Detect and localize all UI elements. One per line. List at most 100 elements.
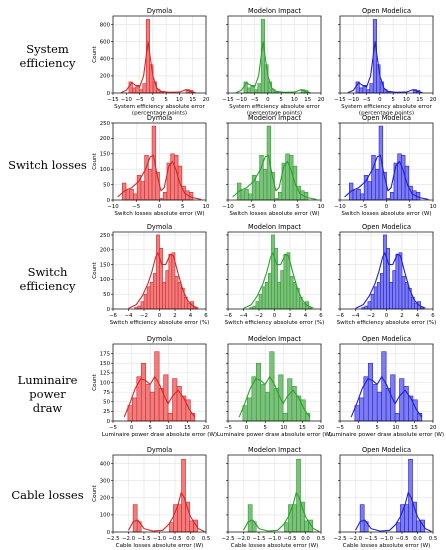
kde-line-r1-c1: [232, 154, 317, 200]
x-tick-label-r3-c0: 10: [165, 425, 172, 431]
bar-r0-c2-5: [372, 19, 377, 94]
bar-r1-c2-3: [360, 193, 365, 201]
x-tick-label-r4-c1: −1.5: [252, 536, 265, 542]
bar-r2-c2-6: [379, 273, 384, 310]
bar-r1-c0-2: [129, 188, 134, 201]
bar-r1-c2-5: [367, 181, 372, 201]
x-tick-label-r1-c0: 0: [158, 204, 162, 210]
x-tick-label-r0-c0: 0: [151, 97, 155, 103]
x-tick-label-r1-c0: −10: [107, 204, 119, 210]
bar-r3-c2-5: [376, 391, 382, 422]
bar-r3-c2-3: [367, 362, 374, 422]
x-axis-label-r4-c0: Cable losses absolute error (W): [116, 543, 204, 549]
bar-r2-c2-1: [364, 305, 369, 310]
x-tick-label-r3-c2: 5: [375, 425, 378, 431]
x-tick-label-r0-c1: −5: [251, 97, 259, 103]
bar-r2-c0-3: [143, 293, 148, 310]
x-tick-label-r4-c0: −0.5: [168, 536, 181, 542]
bar-r2-c2-14: [404, 282, 409, 310]
x-tick-label-r1-c1: 0: [273, 204, 277, 210]
kde-line-r2-c1: [243, 252, 314, 309]
x-tick-label-r0-c1: 0: [266, 97, 270, 103]
x-tick-label-r4-c0: −1.0: [153, 536, 167, 542]
bar-r3-c2-10: [399, 378, 405, 422]
y-tick-label-r2-c0: 150: [100, 262, 111, 268]
y-tick-label-r1-c0: 250: [100, 121, 111, 127]
kde-line-r1-c2: [344, 154, 429, 200]
bar-r0-c2-1: [359, 87, 364, 94]
bar-r3-c1-10: [287, 378, 293, 422]
bar-r2-c1-17: [302, 302, 306, 310]
bar-r2-c0-6: [153, 273, 157, 310]
bar-r4-c0-6: [185, 501, 190, 533]
bar-r4-c0-0: [132, 504, 138, 533]
plot-area-r0-c2: [340, 16, 433, 93]
y-tick-label-r0-c0: 800: [100, 22, 111, 28]
bar-r2-c2-3: [370, 293, 375, 310]
x-tick-label-r4-c2: −0.5: [395, 536, 408, 542]
bar-r2-c0-2: [140, 301, 145, 310]
x-tick-label-r0-c1: 15: [304, 97, 311, 103]
plot-frame-r0-c0: [112, 15, 207, 94]
y-tick-label-r4-c0: 100: [100, 513, 111, 519]
kde-line-r3-c2: [350, 376, 423, 418]
y-tick-label-r3-c0: 50: [103, 400, 110, 406]
bar-r1-c1-13: [285, 153, 290, 201]
x-tick-label-r3-c1: 5: [263, 425, 266, 431]
bar-r3-c0-1: [132, 397, 138, 422]
kde-line-r2-c2: [355, 252, 426, 309]
bar-r2-c0-13: [174, 276, 179, 310]
x-tick-label-r2-c1: −6: [224, 313, 233, 319]
bar-r0-c1-5: [260, 19, 265, 94]
x-tick-label-r2-c1: 6: [319, 313, 323, 319]
x-tick-label-r2-c0: −2: [140, 313, 148, 319]
x-tick-label-r0-c2: −15: [334, 97, 345, 103]
x-tick-label-r3-c0: −5: [109, 425, 117, 431]
x-tick-label-r1-c0: 10: [203, 204, 210, 210]
bar-r2-c1-6: [267, 273, 272, 310]
x-axis-label-r0-c1: (percentage points): [247, 111, 302, 117]
bar-r4-c2-7: [416, 520, 421, 533]
bar-r2-c2-9: [389, 282, 394, 310]
x-tick-label-r1-c0: −5: [132, 204, 140, 210]
bar-r3-c2-6: [381, 351, 387, 422]
bar-r1-c1-7: [263, 168, 268, 201]
panel-title-r1-c1: Modelon Impact: [248, 114, 301, 122]
x-tick-label-r1-c2: 0: [385, 204, 389, 210]
y-tick-label-r3-c0: 150: [100, 361, 111, 367]
x-tick-label-r2-c2: −6: [336, 313, 345, 319]
bar-r2-c0-1: [137, 305, 142, 310]
x-tick-label-r1-c0: 5: [181, 204, 184, 210]
bar-r4-c1-0: [247, 504, 253, 533]
y-tick-label-r2-c0: 100: [100, 277, 111, 283]
x-axis-label-r3-c0: Luminaire power draw absolute error (W): [102, 432, 217, 438]
panel-title-r0-c1: Modelon Impact: [248, 7, 301, 15]
x-tick-label-r4-c2: 0.0: [413, 536, 422, 542]
x-tick-label-r2-c0: 2: [173, 313, 176, 319]
kde-line-r0-c2: [347, 41, 423, 94]
bar-r1-c2-7: [375, 168, 380, 201]
bar-r2-c1-14: [292, 282, 297, 310]
bar-r3-c2-4: [372, 384, 378, 422]
y-axis-label-r0-c0: Count: [92, 45, 98, 62]
bar-r2-c2-17: [414, 302, 418, 310]
bar-r2-c0-5: [149, 282, 154, 310]
row-label-switch-losses: Switch losses: [8, 158, 87, 172]
bar-r1-c2-1: [352, 190, 358, 201]
bar-r2-c1-9: [277, 282, 282, 310]
bar-r2-c2-2: [367, 301, 372, 310]
x-tick-label-r0-c2: −5: [363, 97, 371, 103]
x-tick-label-r3-c0: 15: [184, 425, 191, 431]
kde-line-r4-c2: [355, 492, 432, 532]
x-tick-label-r4-c0: 0.0: [186, 536, 195, 542]
bar-r2-c2-5: [376, 282, 381, 310]
y-tick-label-r2-c0: 50: [103, 292, 110, 298]
bar-r2-c0-9: [162, 282, 167, 310]
y-tick-label-r4-c0: 0: [107, 530, 111, 536]
x-tick-label-r3-c2: 15: [411, 425, 418, 431]
panel-title-r2-c1: Modelon Impact: [248, 223, 301, 231]
x-tick-label-r4-c2: 0.5: [429, 536, 438, 542]
y-tick-label-r3-c0: 75: [103, 390, 110, 396]
y-tick-label-r1-c0: 50: [103, 182, 110, 188]
bar-r3-c2-12: [408, 395, 414, 422]
